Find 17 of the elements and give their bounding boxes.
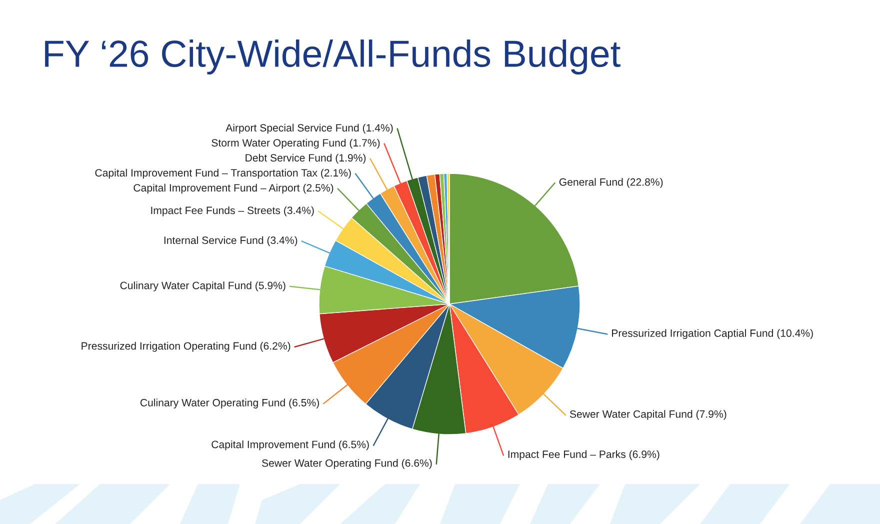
slice-label: Capital Improvement Fund – Transportation Tax (2.1%) (95, 168, 351, 179)
slice-label: Capital Improvement Fund – Airport (2.5%) (134, 184, 334, 194)
slice-label: Impact Fee Fund – Parks (6.9%) (508, 450, 660, 460)
slice-label: Storm Water Operating Fund (1.7%) (212, 138, 380, 149)
slice-label: Pressurized Irrigation Operating Fund (6.2%) (82, 342, 290, 352)
slice-label: Internal Service Fund (3.4%) (164, 236, 298, 246)
slice-label: Debt Service Fund (1.9%) (246, 154, 366, 164)
slice-label: Sewer Water Operating Fund (6.6%) (262, 459, 432, 469)
slice-label: Culinary Water Operating Fund (6.5%) (140, 398, 319, 408)
slice-label: Impact Fee Funds – Streets (3.4%) (151, 206, 314, 216)
slice-label: Capital Improvement Fund (6.5%) (212, 440, 369, 450)
slice-label: General Fund (22.8%) (559, 178, 663, 188)
chart-title: FY ‘26 City-Wide/All-Funds Budget (45, 40, 620, 74)
slice-label: Airport Special Service Fund (1.4%) (226, 124, 393, 134)
slice-label: Pressurized Irrigation Captial Fund (10.4%) (612, 329, 813, 339)
slice-label: Culinary Water Capital Fund (5.9%) (120, 281, 286, 292)
slice-label: Sewer Water Capital Fund (7.9%) (570, 410, 726, 420)
